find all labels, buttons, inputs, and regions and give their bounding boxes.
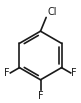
Text: F: F — [71, 68, 77, 78]
Text: F: F — [38, 91, 43, 101]
Text: Cl: Cl — [47, 7, 57, 17]
Text: F: F — [4, 68, 10, 78]
